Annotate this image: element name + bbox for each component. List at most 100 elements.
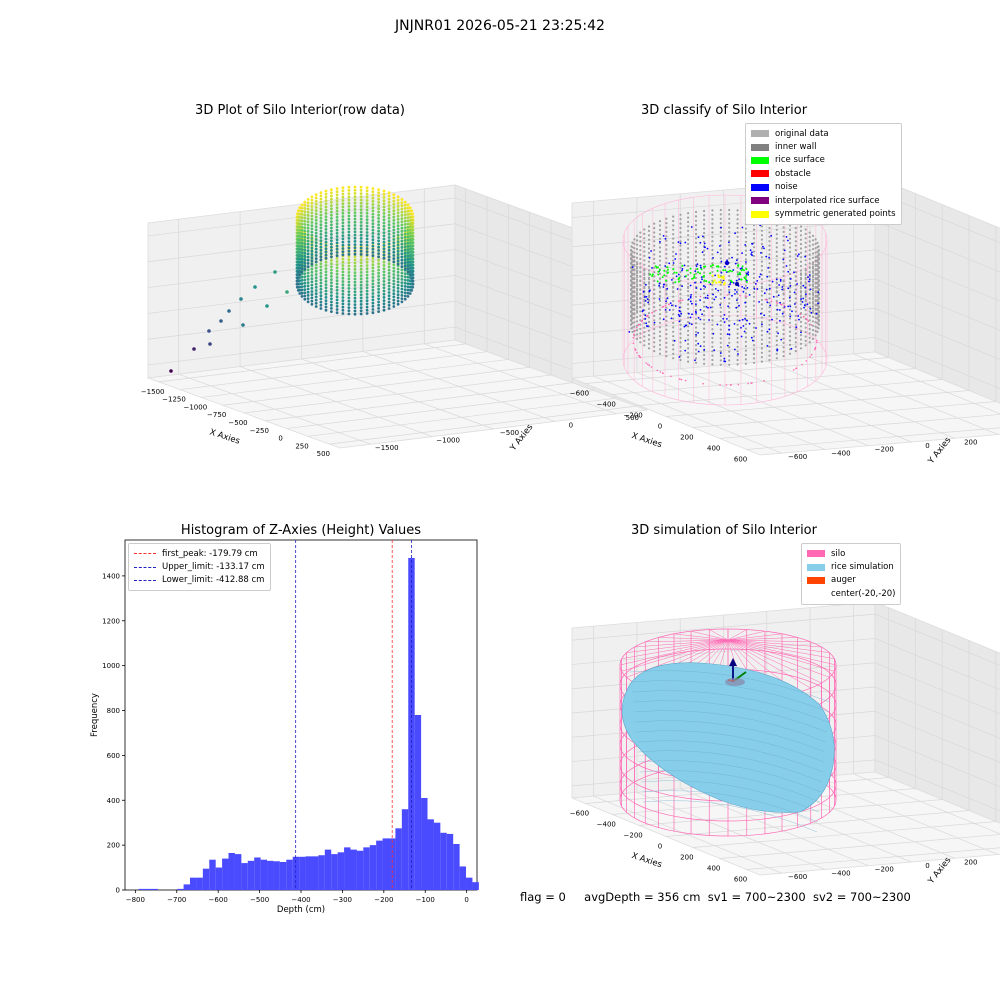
wall-point [816, 241, 819, 244]
noise-point [706, 297, 709, 299]
wall-point [658, 250, 662, 253]
x-tick-label: −400 [291, 896, 310, 904]
noise-point [766, 275, 769, 278]
outlier-point [285, 290, 289, 294]
data-point [403, 245, 407, 249]
wall-point [782, 279, 785, 282]
data-point [377, 236, 380, 240]
rice-surface-point [716, 269, 719, 272]
data-point [371, 231, 375, 235]
data-point [341, 286, 345, 290]
data-point [330, 252, 333, 256]
x-axis-label: X Axies [208, 427, 241, 446]
data-point [347, 274, 351, 277]
wall-point [635, 309, 639, 312]
noise-point [707, 306, 709, 309]
wall-point [672, 326, 675, 329]
wall-point [736, 244, 739, 247]
wall-point [665, 315, 668, 318]
data-point [403, 239, 407, 242]
data-point [296, 276, 300, 280]
data-point [359, 296, 363, 300]
y-tick-label: 200 [964, 858, 977, 866]
swatch-inner-wall [751, 143, 769, 151]
data-point [377, 239, 380, 243]
data-point [382, 276, 386, 280]
data-point [396, 208, 400, 212]
symmetric-point [816, 339, 818, 342]
noise-point [699, 299, 701, 301]
data-point [319, 287, 323, 291]
data-point [387, 291, 391, 294]
silo-roof-wire [727, 639, 835, 659]
wall-point [811, 324, 815, 327]
wall-point [775, 237, 778, 240]
legend-label: rice surface [775, 155, 825, 166]
wall-point [694, 339, 698, 342]
wall-point [768, 279, 771, 282]
noise-point [807, 276, 809, 278]
rice-surface-point [649, 273, 652, 276]
data-point [359, 214, 363, 218]
x-tick-label: −400 [597, 401, 616, 409]
wall-point [639, 341, 642, 344]
wall-point [639, 235, 642, 239]
data-point [324, 189, 328, 193]
data-point [310, 217, 314, 221]
data-point [400, 271, 404, 275]
wall-point [672, 304, 675, 307]
wall-point [687, 342, 690, 346]
status-footer: flag = 0 avgDepth = 356 cm sv1 = 700~230… [520, 890, 911, 904]
wall-point [639, 275, 642, 278]
data-point [365, 264, 369, 267]
data-point [396, 237, 400, 240]
data-point [306, 297, 310, 300]
data-point [392, 212, 396, 216]
data-point [377, 294, 380, 297]
wall-point [719, 283, 722, 286]
data-point [371, 187, 375, 190]
noise-point [753, 287, 756, 290]
wall-point [665, 244, 668, 247]
wall-point [635, 261, 639, 264]
wall-point [643, 259, 646, 262]
data-point [306, 220, 310, 224]
data-point [365, 312, 369, 315]
wall-point [633, 277, 636, 281]
histogram-bar [421, 798, 428, 890]
data-point [359, 192, 363, 196]
auger-base [725, 678, 745, 686]
noise-point [766, 345, 769, 347]
noise-point [631, 266, 634, 268]
x-axis-label: X Axies [630, 431, 663, 450]
wall-point [647, 282, 651, 285]
wall-point [711, 218, 714, 221]
wall-point [687, 251, 690, 254]
wall-point [728, 319, 731, 322]
data-point [400, 265, 404, 268]
wall-point [744, 292, 748, 295]
data-point [371, 190, 375, 194]
wall-point [744, 309, 748, 313]
x-tick-label: −300 [333, 896, 352, 904]
noise-point [720, 226, 722, 229]
noise-point [697, 236, 700, 239]
histogram-bar [433, 822, 441, 890]
wall-point [703, 358, 706, 361]
data-point [382, 267, 386, 270]
data-point [319, 226, 323, 230]
data-point [400, 268, 404, 272]
data-point [341, 208, 345, 212]
data-point [347, 237, 351, 240]
data-point [359, 253, 363, 256]
data-point [406, 295, 410, 298]
noise-point [804, 255, 807, 258]
data-point [306, 230, 310, 233]
wall-point [631, 299, 634, 302]
data-point [330, 271, 333, 275]
data-point [306, 204, 310, 208]
data-point [324, 250, 328, 254]
wall-point [744, 323, 748, 326]
data-point [408, 206, 412, 210]
data-point [303, 255, 307, 258]
